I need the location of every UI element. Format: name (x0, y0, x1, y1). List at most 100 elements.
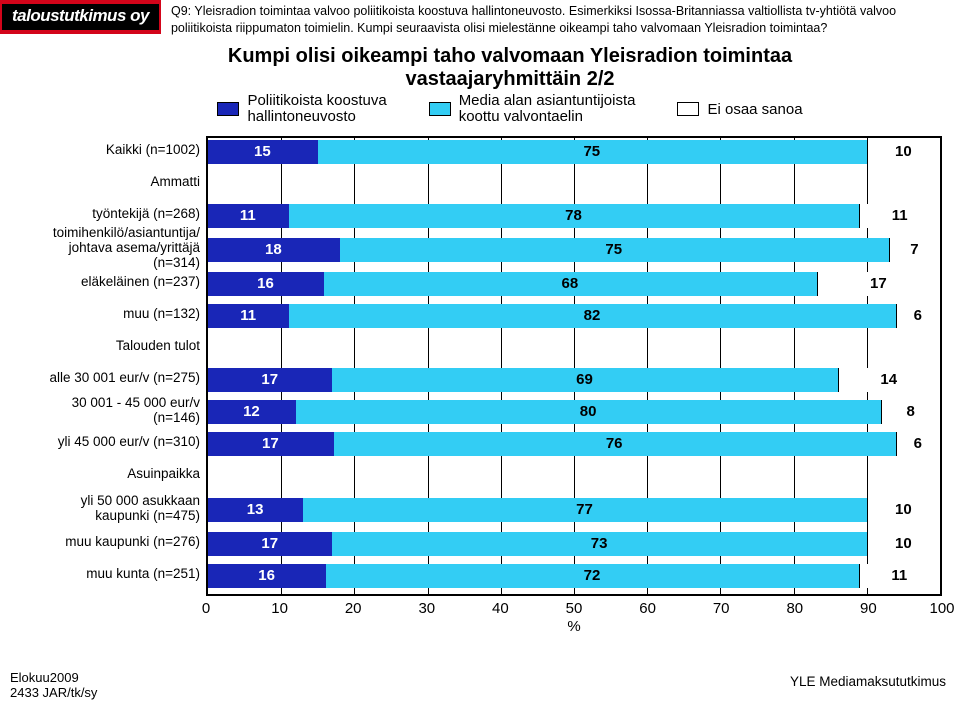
x-tick: 90 (860, 600, 877, 617)
bar-segment-a: 12 (208, 400, 296, 424)
bar-spacer (208, 334, 940, 362)
title-line-1: Kumpi olisi oikeampi taho valvomaan Ylei… (228, 45, 792, 67)
bar-segment-b: 75 (318, 140, 867, 164)
bar-segment-b: 78 (289, 204, 860, 228)
bar-segment-b: 73 (332, 532, 866, 556)
bar-segment-b: 75 (340, 238, 889, 262)
row-label: muu (n=132) (28, 300, 200, 328)
legend-swatch-b (429, 102, 451, 116)
row-label: työntekijä (n=268) (28, 200, 200, 228)
bar-segment-c: 7 (889, 238, 940, 262)
question-text: Q9: Yleisradion toimintaa valvoo poliiti… (161, 0, 960, 37)
bar-segment-a: 13 (208, 498, 303, 522)
bar-segment-a: 16 (208, 564, 326, 588)
bar-segment-b: 69 (332, 368, 837, 392)
logo-text: taloustutkimus oy (2, 4, 159, 30)
bar-segment-a: 17 (208, 432, 334, 456)
bar-stack: 137710 (208, 498, 940, 522)
bar-segment-c: 10 (867, 532, 940, 556)
bar-stack: 167211 (208, 564, 940, 588)
bar-segment-a: 15 (208, 140, 318, 164)
x-axis-label: % (567, 618, 580, 635)
bar-row: 166817 (208, 270, 940, 298)
bar-segment-a: 18 (208, 238, 340, 262)
bar-segment-b: 82 (289, 304, 895, 328)
bar-row: 137710 (208, 494, 940, 526)
bar-stack: 18757 (208, 238, 940, 262)
legend-swatch-c (677, 102, 699, 116)
chart-area: Kaikki (n=1002) Ammatti työntekijä (n=268)… (0, 136, 960, 596)
x-tick: 30 (418, 600, 435, 617)
footer-ref: 2433 JAR/tk/sy (10, 685, 97, 700)
bar-row: 12808 (208, 398, 940, 426)
bar-stack: 17766 (208, 432, 940, 456)
bar-segment-c: 6 (896, 432, 940, 456)
legend-item-c: Ei osaa sanoa (677, 93, 802, 126)
x-tick: 70 (713, 600, 730, 617)
bar-segment-b: 72 (326, 564, 858, 588)
bar-stack: 166817 (208, 272, 940, 296)
bar-stack: 11826 (208, 304, 940, 328)
bar-row: 18757 (208, 234, 940, 266)
bar-stack: 176914 (208, 368, 940, 392)
x-tick: 40 (492, 600, 509, 617)
x-tick: 50 (566, 600, 583, 617)
bar-stack: 12808 (208, 400, 940, 424)
x-tick: 10 (271, 600, 288, 617)
bar-spacer (208, 170, 940, 198)
bar-segment-c: 11 (859, 564, 940, 588)
section-label: Ammatti (28, 168, 200, 196)
bar-segment-c: 10 (867, 498, 940, 522)
bar-segment-b: 77 (303, 498, 867, 522)
legend-label-c: Ei osaa sanoa (707, 101, 802, 118)
footer-date: Elokuu2009 (10, 670, 79, 685)
bar-segment-a: 17 (208, 532, 332, 556)
bar-row: 157510 (208, 138, 940, 166)
bar-row: 167211 (208, 562, 940, 590)
bar-segment-b: 80 (296, 400, 882, 424)
row-label: eläkeläinen (n=237) (28, 268, 200, 296)
header: taloustutkimus oy Q9: Yleisradion toimin… (0, 0, 960, 37)
row-label: alle 30 001 eur/v (n=275) (28, 364, 200, 392)
bar-segment-c: 17 (817, 272, 940, 296)
bar-segment-c: 6 (896, 304, 940, 328)
row-labels: Kaikki (n=1002) Ammatti työntekijä (n=268)… (28, 136, 206, 596)
bar-spacer (208, 462, 940, 490)
row-label: toimihenkilö/asiantuntija/ johtava asema… (28, 232, 200, 264)
x-tick: 100 (929, 600, 954, 617)
x-axis: 0102030405060708090100% (206, 600, 942, 636)
footer-right: YLE Mediamaksututkimus (790, 674, 946, 689)
bar-segment-b: 68 (324, 272, 817, 296)
logo: taloustutkimus oy (0, 0, 161, 34)
row-label: 30 001 - 45 000 eur/v (n=146) (28, 396, 200, 424)
x-tick: 60 (639, 600, 656, 617)
bar-row: 177310 (208, 530, 940, 558)
legend: Poliitikoista koostuva hallintoneuvosto … (0, 93, 960, 126)
x-tick: 20 (345, 600, 362, 617)
bar-segment-c: 14 (838, 368, 940, 392)
bar-segment-b: 76 (334, 432, 896, 456)
bar-row: 11826 (208, 302, 940, 330)
legend-swatch-a (217, 102, 239, 116)
footer-left: Elokuu2009 2433 JAR/tk/sy (10, 670, 97, 701)
row-label: yli 50 000 asukkaan kaupunki (n=475) (28, 492, 200, 524)
bar-segment-c: 10 (867, 140, 940, 164)
x-tick: 0 (202, 600, 210, 617)
row-label: yli 45 000 eur/v (n=310) (28, 428, 200, 456)
bar-row: 17766 (208, 430, 940, 458)
bar-row: 117811 (208, 202, 940, 230)
row-label: muu kunta (n=251) (28, 560, 200, 588)
legend-label-a: Poliitikoista koostuva hallintoneuvosto (247, 93, 386, 126)
legend-label-b: Media alan asiantuntijoista koottu valvo… (459, 93, 636, 126)
x-tick: 80 (786, 600, 803, 617)
bar-segment-a: 16 (208, 272, 324, 296)
section-label: Asuinpaikka (28, 460, 200, 488)
section-label: Talouden tulot (28, 332, 200, 360)
bar-stack: 157510 (208, 140, 940, 164)
bar-segment-a: 17 (208, 368, 332, 392)
legend-item-b: Media alan asiantuntijoista koottu valvo… (429, 93, 636, 126)
row-label: muu kaupunki (n=276) (28, 528, 200, 556)
title-line-2: vastaajaryhmittäin 2/2 (406, 68, 615, 90)
chart-title: Kumpi olisi oikeampi taho valvomaan Ylei… (0, 45, 960, 91)
row-label: Kaikki (n=1002) (28, 136, 200, 164)
